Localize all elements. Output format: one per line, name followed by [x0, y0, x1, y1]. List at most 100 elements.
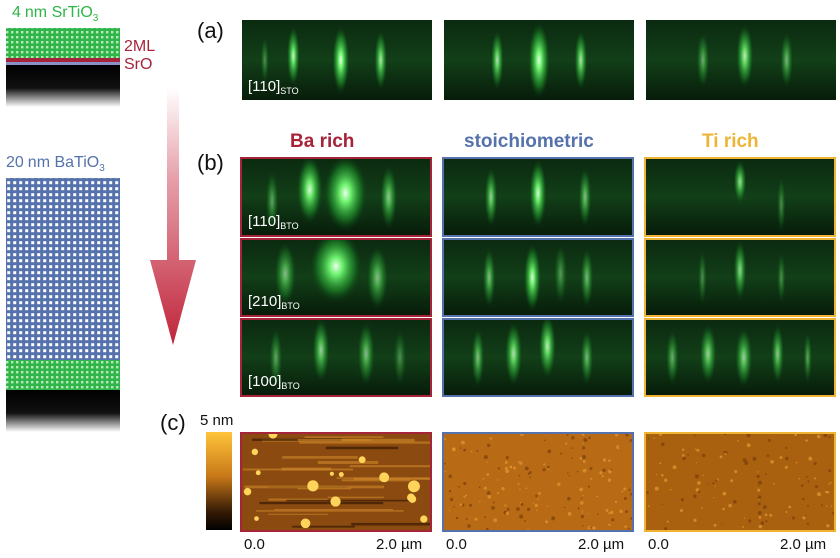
- afm-grain: [658, 434, 663, 436]
- afm-grain: [628, 527, 630, 530]
- afm-grain: [659, 462, 662, 465]
- afm-grain: [567, 512, 572, 516]
- afm-grain: [808, 456, 813, 461]
- diffraction-streak: [260, 36, 270, 84]
- afm-grain: [519, 514, 524, 519]
- afm-grain: [486, 443, 491, 448]
- afm-grain: [519, 434, 524, 437]
- afm-particle: [268, 434, 278, 439]
- afm-grain: [581, 434, 585, 436]
- afm-grain: [565, 442, 568, 445]
- afm-grain: [486, 472, 490, 476]
- afm-grain: [742, 525, 745, 528]
- afm-grain: [762, 505, 767, 509]
- afm-grain: [813, 477, 817, 480]
- afm-grain: [769, 513, 773, 517]
- rheed-direction-label: [210]BTO: [248, 293, 300, 311]
- afm-grain: [535, 509, 538, 512]
- afm-axis-end-3: 2.0 µm: [780, 536, 827, 553]
- afm-grain: [785, 456, 789, 461]
- afm-grain: [721, 522, 723, 525]
- afm-grain: [653, 437, 656, 439]
- rheed-direction-label: [110]BTO: [248, 213, 299, 231]
- diffraction-streak: [523, 243, 542, 312]
- afm-grain: [610, 468, 613, 471]
- afm-grain: [828, 483, 831, 485]
- rheed-st-110: [442, 157, 634, 237]
- afm-grain: [459, 447, 462, 449]
- afm-grain: [693, 518, 697, 522]
- afm-terrace-streak: [341, 479, 411, 482]
- afm-grain: [714, 485, 716, 488]
- afm-grain: [589, 467, 593, 470]
- afm-grain: [486, 461, 488, 463]
- afm-grain: [743, 517, 746, 519]
- diffraction-streak: [528, 22, 550, 98]
- afm-grain: [545, 520, 549, 524]
- afm-grain: [647, 438, 650, 440]
- afm-terrace-streak: [274, 509, 393, 511]
- diffraction-streak: [733, 240, 747, 300]
- afm-grain: [655, 473, 658, 476]
- afm-grain: [802, 497, 805, 501]
- afm-grain: [734, 469, 738, 474]
- afm-grain: [458, 486, 460, 488]
- afm-grain: [823, 434, 828, 438]
- diffraction-streak: [309, 240, 363, 303]
- afm-grain: [784, 465, 788, 469]
- afm-grain: [497, 467, 501, 470]
- afm-grain: [664, 527, 668, 530]
- afm-grain: [519, 502, 522, 504]
- afm-terrace-streak: [292, 525, 355, 528]
- afm-grain: [506, 507, 510, 511]
- afm-grain: [758, 516, 762, 519]
- afm-grain: [560, 452, 563, 455]
- afm-grain: [630, 492, 632, 496]
- afm-grain: [444, 462, 446, 465]
- afm-grain: [681, 448, 685, 451]
- diffraction-streak: [504, 321, 523, 386]
- afm-grain: [701, 453, 706, 458]
- afm-grain: [806, 522, 810, 525]
- afm-grain: [813, 461, 817, 466]
- rheed-direction-label: [100]BTO: [248, 373, 300, 391]
- afm-grain: [448, 474, 453, 479]
- afm-grain: [608, 512, 611, 515]
- afm-axis-start-2: 0.0: [446, 536, 467, 553]
- afm-grain: [582, 468, 587, 473]
- afm-grain: [571, 457, 573, 459]
- afm-terrace-streak: [282, 456, 358, 459]
- afm-grain: [697, 481, 701, 485]
- afm-grain: [513, 466, 517, 470]
- afm-grain: [814, 485, 818, 489]
- afm-grain: [801, 484, 804, 487]
- afm-grain: [672, 465, 677, 470]
- afm-grain: [567, 496, 571, 501]
- afm-terrace-streak: [297, 438, 372, 441]
- diffraction-streak: [776, 251, 786, 304]
- afm-grain: [448, 510, 450, 512]
- afm-grain: [505, 455, 509, 460]
- afm-grain: [607, 478, 612, 482]
- afm-grain: [465, 518, 468, 521]
- afm-grain: [646, 491, 649, 494]
- afm-ba-rich: [240, 432, 432, 532]
- rheed-direction-label: [110]STO: [248, 78, 299, 96]
- afm-grain: [579, 487, 584, 492]
- diffraction-streak: [780, 32, 794, 88]
- afm-grain: [816, 492, 821, 497]
- afm-grain: [696, 448, 700, 452]
- afm-stoichiometric: [442, 432, 634, 532]
- afm-particle: [408, 495, 417, 503]
- afm-particle: [300, 518, 311, 529]
- afm-grain: [785, 510, 788, 514]
- afm-terrace-streak: [299, 441, 430, 444]
- afm-grain: [538, 491, 541, 495]
- afm-grain: [568, 475, 571, 477]
- diffraction-streak: [529, 159, 547, 228]
- afm-grain: [680, 498, 684, 502]
- afm-grain: [526, 507, 531, 511]
- afm-grain: [608, 459, 611, 463]
- afm-grain: [770, 459, 774, 464]
- afm-grain: [519, 461, 523, 465]
